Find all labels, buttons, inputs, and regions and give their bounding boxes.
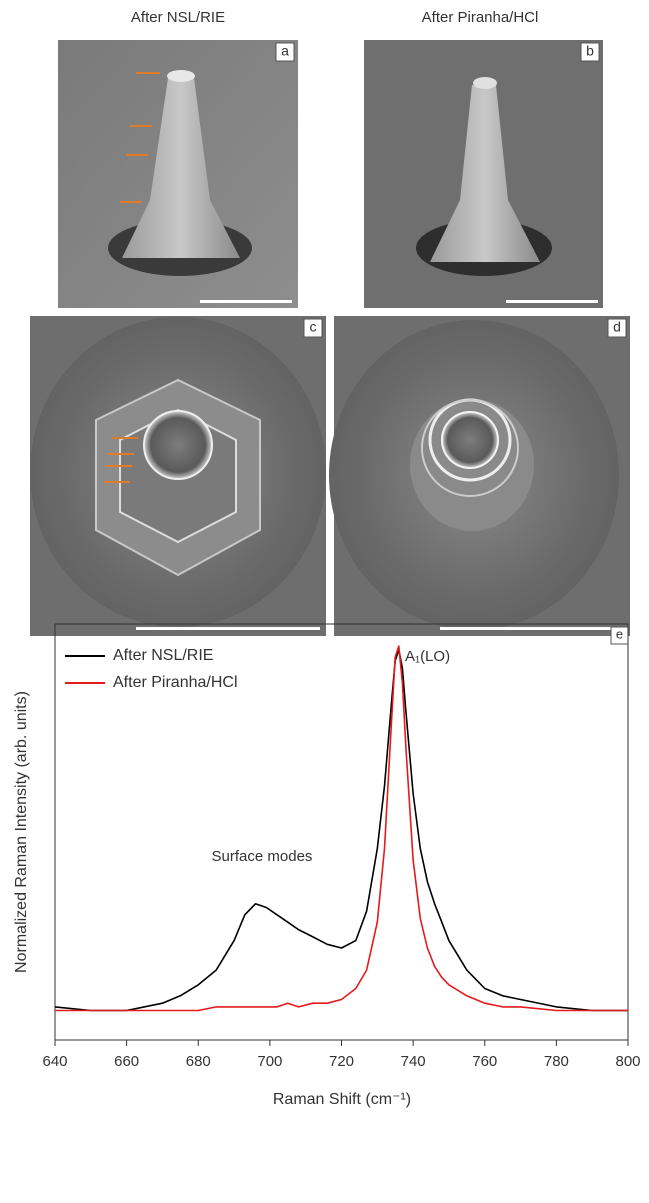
x-tick-label: 740 (401, 1053, 426, 1070)
column-title: After Piranha/HCl (422, 9, 539, 26)
x-tick-label: 800 (615, 1053, 640, 1070)
x-tick-label: 680 (186, 1053, 211, 1070)
series-line (55, 645, 628, 1012)
legend-label: After Piranha/HCl (113, 674, 238, 691)
panel-label: d (613, 319, 621, 335)
x-axis-label: Raman Shift (cm⁻¹) (273, 1091, 411, 1108)
x-tick-label: 760 (472, 1053, 497, 1070)
sem-image (58, 40, 298, 308)
sem-image (329, 316, 630, 636)
x-tick-label: 720 (329, 1053, 354, 1070)
x-tick-label: 660 (114, 1053, 139, 1070)
annotation: A₁(LO) (405, 648, 450, 665)
panel-label: b (586, 43, 594, 59)
sem-image (30, 316, 326, 636)
y-axis-label: Normalized Raman Intensity (arb. units) (13, 691, 30, 973)
panel-label: c (310, 319, 317, 335)
panel-label: a (281, 43, 289, 59)
column-title: After NSL/RIE (131, 9, 225, 26)
legend-label: After NSL/RIE (113, 647, 213, 664)
panel-label: e (616, 626, 623, 641)
annotation: Surface modes (212, 848, 313, 865)
x-tick-label: 640 (42, 1053, 67, 1070)
series-line (54, 649, 628, 1012)
x-tick-label: 780 (544, 1053, 569, 1070)
sem-image (364, 40, 603, 308)
x-tick-label: 700 (257, 1053, 282, 1070)
